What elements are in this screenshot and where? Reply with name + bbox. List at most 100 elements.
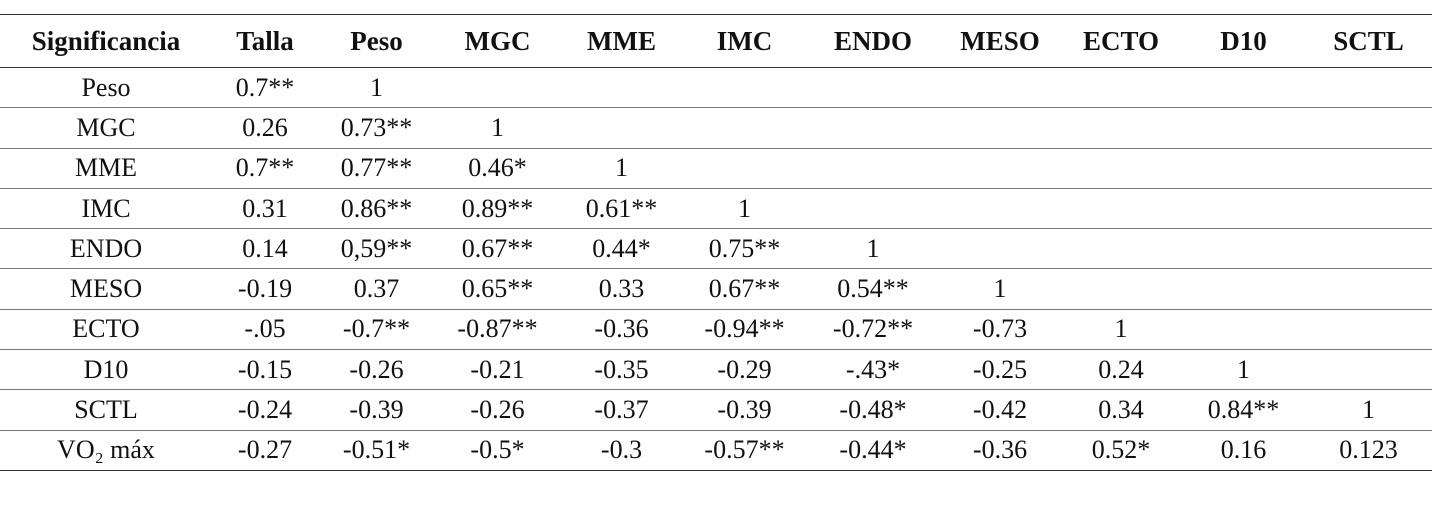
value-cell: 0.54** bbox=[806, 268, 940, 310]
empty-cell bbox=[1060, 268, 1182, 310]
value-cell: 0.31 bbox=[212, 188, 318, 230]
empty-cell bbox=[940, 107, 1060, 149]
value-cell: -0.24 bbox=[212, 389, 318, 431]
value-cell: -0.21 bbox=[435, 349, 560, 391]
value-cell: -0.87** bbox=[435, 309, 560, 351]
empty-cell bbox=[940, 67, 1060, 109]
header-cell: SCTL bbox=[1305, 14, 1432, 68]
value-cell: -0.5* bbox=[435, 430, 560, 471]
value-cell: 0.46* bbox=[435, 148, 560, 189]
value-cell: 0.7** bbox=[212, 67, 318, 109]
value-cell: 0.89** bbox=[435, 188, 560, 230]
empty-cell bbox=[1182, 67, 1305, 109]
row-label: ENDO bbox=[0, 228, 212, 270]
table-row: IMC 0.31 0.86** 0.89** 0.61** 1 bbox=[0, 188, 1432, 230]
value-cell: 0.65** bbox=[435, 268, 560, 310]
empty-cell bbox=[1305, 148, 1432, 189]
empty-cell bbox=[1182, 188, 1305, 230]
value-cell: -0.26 bbox=[435, 389, 560, 431]
value-cell: 0.84** bbox=[1182, 389, 1305, 431]
value-cell: -0.73 bbox=[940, 309, 1060, 351]
value-cell: -0.36 bbox=[560, 309, 683, 351]
value-cell: 0.77** bbox=[318, 148, 435, 189]
empty-cell bbox=[683, 107, 806, 149]
value-cell: 0.33 bbox=[560, 268, 683, 310]
empty-cell bbox=[1060, 148, 1182, 189]
value-cell: 1 bbox=[806, 228, 940, 270]
value-cell: 0.37 bbox=[318, 268, 435, 310]
row-label: IMC bbox=[0, 188, 212, 230]
value-cell: 1 bbox=[560, 148, 683, 189]
value-cell: -0.19 bbox=[212, 268, 318, 310]
header-cell: D10 bbox=[1182, 14, 1305, 68]
value-cell: -0.29 bbox=[683, 349, 806, 391]
empty-cell bbox=[1305, 107, 1432, 149]
table-row: MGC 0.26 0.73** 1 bbox=[0, 107, 1432, 149]
table-row: VO₂ máx -0.27 -0.51* -0.5* -0.3 -0.57** -0.44*… bbox=[0, 430, 1432, 471]
row-label: SCTL bbox=[0, 389, 212, 431]
header-cell: Peso bbox=[318, 14, 435, 68]
value-cell: 0.24 bbox=[1060, 349, 1182, 391]
empty-cell bbox=[1305, 268, 1432, 310]
header-cell: Significancia bbox=[0, 14, 212, 68]
value-cell: 0.52* bbox=[1060, 430, 1182, 471]
value-cell: -0.35 bbox=[560, 349, 683, 391]
empty-cell bbox=[1182, 148, 1305, 189]
value-cell: 0.34 bbox=[1060, 389, 1182, 431]
table-row: MESO -0.19 0.37 0.65** 0.33 0.67** 0.54** 1 bbox=[0, 268, 1432, 310]
value-cell: 0.7** bbox=[212, 148, 318, 189]
value-cell: 1 bbox=[940, 268, 1060, 310]
empty-cell bbox=[683, 148, 806, 189]
empty-cell bbox=[806, 67, 940, 109]
value-cell: -0.27 bbox=[212, 430, 318, 471]
header-row: Significancia Talla Peso MGC MME IMC ENDO MESO E… bbox=[0, 14, 1432, 68]
value-cell: 0.75** bbox=[683, 228, 806, 270]
header-cell: IMC bbox=[683, 14, 806, 68]
empty-cell bbox=[1305, 228, 1432, 270]
value-cell: 1 bbox=[1182, 349, 1305, 391]
value-cell: -0.39 bbox=[318, 389, 435, 431]
empty-cell bbox=[940, 148, 1060, 189]
value-cell: 0.61** bbox=[560, 188, 683, 230]
empty-cell bbox=[435, 67, 560, 109]
table-body: Peso 0.7** 1 MGC 0.26 0.73** 1 MME 0.7** 0.77** 0.… bbox=[0, 67, 1432, 471]
value-cell: 0.44* bbox=[560, 228, 683, 270]
empty-cell bbox=[1305, 188, 1432, 230]
value-cell: -0.15 bbox=[212, 349, 318, 391]
header-cell: Talla bbox=[212, 14, 318, 68]
empty-cell bbox=[1060, 228, 1182, 270]
value-cell: 0.67** bbox=[683, 268, 806, 310]
empty-cell bbox=[1060, 188, 1182, 230]
table-row: D10 -0.15 -0.26 -0.21 -0.35 -0.29 -.43* -0.25 0.… bbox=[0, 349, 1432, 391]
value-cell: -0.44* bbox=[806, 430, 940, 471]
empty-cell bbox=[1182, 268, 1305, 310]
empty-cell bbox=[1182, 228, 1305, 270]
value-cell: -0.72** bbox=[806, 309, 940, 351]
value-cell: 0.26 bbox=[212, 107, 318, 149]
value-cell: 1 bbox=[1305, 389, 1432, 431]
value-cell: 0.16 bbox=[1182, 430, 1305, 471]
value-cell: -0.37 bbox=[560, 389, 683, 431]
row-label: VO₂ máx bbox=[0, 430, 212, 471]
row-label: ECTO bbox=[0, 309, 212, 351]
value-cell: 0.14 bbox=[212, 228, 318, 270]
empty-cell bbox=[1060, 107, 1182, 149]
empty-cell bbox=[683, 67, 806, 109]
value-cell: -0.42 bbox=[940, 389, 1060, 431]
empty-cell bbox=[1182, 107, 1305, 149]
value-cell: -0.36 bbox=[940, 430, 1060, 471]
value-cell: 0.86** bbox=[318, 188, 435, 230]
value-cell: -0.26 bbox=[318, 349, 435, 391]
value-cell: -0.25 bbox=[940, 349, 1060, 391]
value-cell: 0.73** bbox=[318, 107, 435, 149]
empty-cell bbox=[560, 107, 683, 149]
table-row: ENDO 0.14 0,59** 0.67** 0.44* 0.75** 1 bbox=[0, 228, 1432, 270]
row-label: D10 bbox=[0, 349, 212, 391]
correlation-table: Significancia Talla Peso MGC MME IMC ENDO MESO E… bbox=[0, 14, 1432, 471]
row-label: MME bbox=[0, 148, 212, 189]
value-cell: 0.67** bbox=[435, 228, 560, 270]
value-cell: 0.123 bbox=[1305, 430, 1432, 471]
value-cell: 1 bbox=[318, 67, 435, 109]
empty-cell bbox=[940, 228, 1060, 270]
